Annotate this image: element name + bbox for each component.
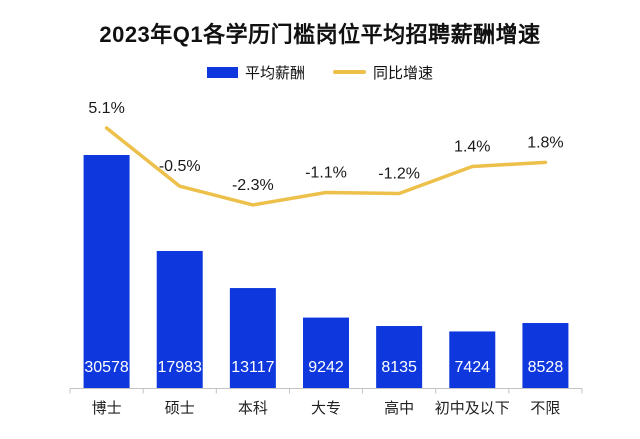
x-axis-label: 不限: [530, 400, 560, 417]
legend-item-average-salary: 平均薪酬: [206, 62, 305, 83]
bar: [522, 323, 569, 388]
x-axis-label: 本科: [238, 400, 268, 417]
legend-label-average-salary: 平均薪酬: [244, 64, 305, 82]
growth-point-label: 1.4%: [454, 138, 490, 155]
growth-point-label: 5.1%: [88, 100, 124, 117]
growth-point-label: -1.2%: [378, 166, 420, 183]
bar-value-label: 30578: [84, 359, 129, 376]
legend: 平均薪酬 同比增速: [0, 62, 640, 82]
growth-line: [104, 126, 548, 207]
x-axis-label: 硕士: [165, 400, 195, 417]
growth-point-label: -0.5%: [159, 158, 201, 175]
bar: [156, 250, 203, 388]
growth-point-label: -1.1%: [305, 164, 347, 181]
bar: [83, 155, 130, 388]
x-axis-label: 初中及以下: [435, 400, 510, 417]
bar-value-label: 8528: [528, 359, 564, 376]
x-axis-label: 大专: [311, 400, 341, 417]
bar: [449, 331, 496, 388]
bar: [303, 317, 349, 388]
bar: [229, 288, 276, 388]
bar-value-label: 17983: [157, 359, 202, 376]
x-axis-label: 博士: [92, 400, 122, 417]
bar-value-label: 13117: [231, 359, 274, 376]
bar-value-label: 8135: [381, 359, 417, 376]
line-swatch-icon: [333, 70, 366, 74]
bar-value-label: 7424: [454, 359, 490, 376]
bar: [376, 326, 423, 388]
x-axis-label: 高中: [384, 400, 414, 417]
bar-value-label: 9242: [308, 359, 344, 376]
growth-point-label: 1.8%: [527, 134, 563, 151]
legend-item-yoy-growth: 同比增速: [333, 62, 433, 83]
bar-swatch-icon: [206, 66, 238, 78]
growth-point-label: -2.3%: [232, 177, 274, 194]
legend-label-yoy-growth: 同比增速: [373, 64, 434, 82]
chart-title: 2023年Q1各学历门槛岗位平均招聘薪酬增速: [99, 22, 541, 47]
